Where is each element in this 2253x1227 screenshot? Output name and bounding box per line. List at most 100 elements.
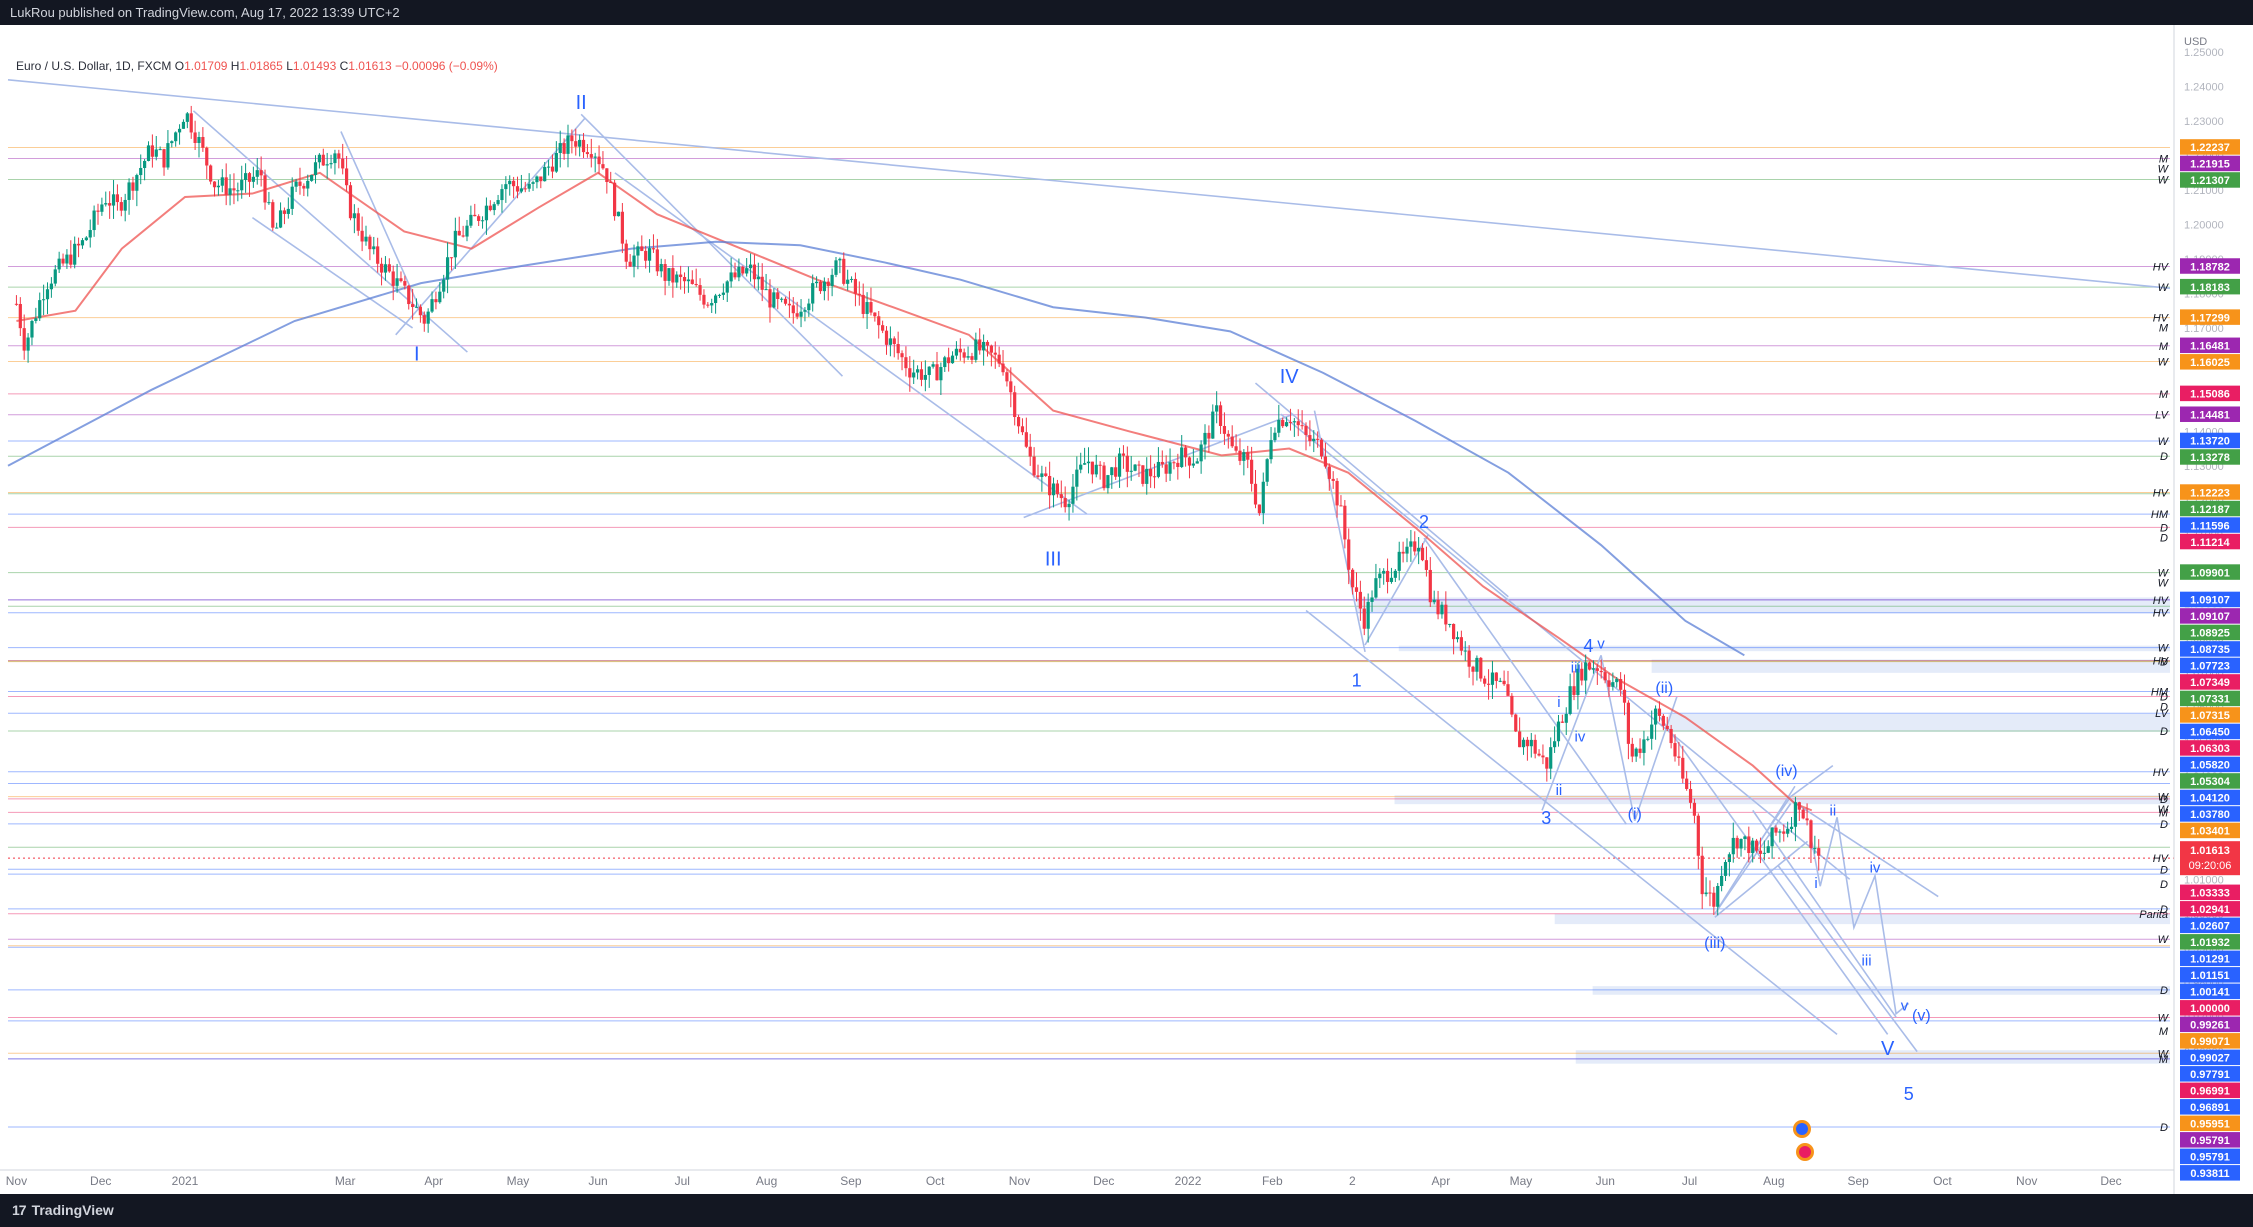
candle-body [1160, 461, 1164, 465]
price-badge-bg [2180, 449, 2240, 465]
level-tag-36: D [2160, 864, 2168, 876]
candle-body [865, 302, 869, 314]
candle-body [737, 266, 741, 278]
candle-14 [69, 240, 73, 269]
candle-body [1145, 468, 1149, 484]
x-tick-19: Jul [1682, 1174, 1697, 1188]
wave-label-2: III [1045, 549, 1062, 571]
price-badge-22: 1.07349 [2180, 674, 2240, 690]
price-badge-31: 1.03401 [2180, 822, 2240, 839]
candle-body [1708, 892, 1712, 894]
price-badge-35: 1.01932 [2180, 934, 2240, 950]
price-badge-38: 1.00141 [2180, 983, 2240, 1000]
candle-168 [667, 268, 671, 286]
candle-body [1044, 473, 1048, 476]
candle-body [814, 281, 819, 284]
candle-body [593, 156, 597, 158]
x-tick-18: Jun [1596, 1174, 1615, 1188]
candle-body [1211, 411, 1215, 439]
candle-body [543, 166, 547, 182]
candle-body [84, 237, 88, 241]
candle-452 [1770, 827, 1774, 859]
candle-body [442, 279, 446, 292]
candle-body [294, 181, 298, 187]
x-tick-22: Oct [1933, 1174, 1952, 1188]
candle-359 [1409, 529, 1413, 562]
wave-label-7: 3 [1541, 808, 1551, 828]
candle-108 [434, 291, 438, 310]
candle-287 [1129, 456, 1133, 481]
candle-217 [857, 281, 861, 306]
candle-187 [741, 265, 745, 276]
candle-429 [1681, 745, 1685, 784]
price-badge-bg [2180, 1000, 2240, 1016]
price-badge-text: 1.02941 [2190, 904, 2230, 916]
price-chart[interactable]: IIIIIIIVV12345viiiiivii(ii)(i)(iv)(iii)(… [0, 25, 2253, 1194]
candle-body [1024, 432, 1028, 447]
candle-68 [278, 202, 283, 229]
candle-body [1440, 604, 1444, 615]
candle-body [1560, 721, 1564, 723]
candle-body [201, 137, 205, 148]
candle-109 [438, 282, 442, 304]
candle-252 [993, 341, 997, 369]
candle-body [1622, 689, 1627, 703]
price-badge-42: 0.99027 [2180, 1049, 2240, 1066]
candle-body [939, 367, 943, 381]
trend-line-4 [395, 117, 586, 336]
candle-body [811, 283, 815, 304]
x-tick-20: Aug [1763, 1174, 1784, 1188]
price-badge-text: 1.07315 [2190, 710, 2230, 722]
countdown-text: 09:20:06 [2189, 860, 2232, 872]
candle-456 [1786, 821, 1790, 838]
candle-70 [286, 197, 290, 219]
candle-166 [659, 258, 663, 278]
candle-191 [756, 262, 760, 291]
candle-328 [1288, 408, 1293, 431]
candle-32 [139, 154, 143, 185]
candle-body [535, 176, 539, 183]
candle-body [1199, 444, 1203, 462]
price-badge-bg [2180, 674, 2240, 690]
candle-282 [1110, 466, 1114, 489]
candle-295 [1160, 450, 1164, 468]
candle-body [1723, 862, 1728, 876]
candle-178 [706, 302, 710, 308]
candle-346 [1358, 580, 1362, 621]
price-badge-text: 1.04120 [2190, 793, 2230, 805]
candle-body [115, 194, 120, 203]
tradingview-logo[interactable]: 17 TradingView [12, 1194, 114, 1227]
trend-line-20 [1714, 840, 1809, 918]
supply-zone-7 [1575, 1050, 2170, 1064]
candle-126 [504, 176, 508, 203]
candle-186 [737, 258, 741, 282]
candle-418 [1638, 738, 1642, 759]
candle-58 [240, 165, 244, 199]
candle-402 [1576, 662, 1580, 710]
candle-body [690, 279, 694, 284]
candle-body [185, 113, 189, 122]
candle-301 [1183, 445, 1188, 467]
candle-334 [1312, 430, 1316, 453]
candle-body [1452, 623, 1456, 640]
candle-body [445, 257, 450, 280]
candle-body [1075, 469, 1079, 487]
chart-area[interactable]: II I III IV V 1 2 3 4 5 v iii i iv ii (ii) (i) (iv) (iii)(… [0, 25, 2253, 1194]
candle-body [209, 165, 213, 182]
candle-242 [954, 341, 959, 360]
candle-47 [197, 131, 201, 158]
candle-body [216, 185, 221, 188]
price-badge-text: 1.21307 [2190, 175, 2230, 187]
trend-line-10 [1305, 609, 1838, 1036]
candle-body [461, 235, 465, 237]
candle-body [1215, 405, 1219, 412]
currency-label: USD [2184, 36, 2207, 48]
candle-89 [360, 216, 364, 252]
level-tag-2: W [2158, 174, 2170, 186]
candle-body [558, 143, 562, 153]
candle-60 [247, 171, 252, 197]
candle-body [1626, 702, 1630, 744]
candle-267 [1051, 477, 1056, 508]
candle-body [1125, 455, 1129, 472]
price-badge-text: 1.17299 [2190, 312, 2230, 324]
